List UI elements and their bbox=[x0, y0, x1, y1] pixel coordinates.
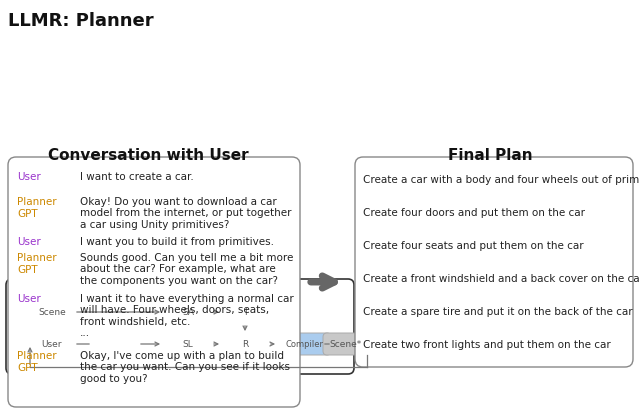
FancyBboxPatch shape bbox=[166, 301, 210, 323]
Text: LLMR: Planner: LLMR: Planner bbox=[8, 12, 154, 30]
Text: Create four doors and put them on the car: Create four doors and put them on the ca… bbox=[363, 207, 585, 218]
Text: front windshield, etc.: front windshield, etc. bbox=[80, 316, 190, 326]
FancyBboxPatch shape bbox=[223, 333, 267, 355]
Text: I want it to have everything a normal car: I want it to have everything a normal ca… bbox=[80, 293, 294, 303]
Text: will have. Four wheels, doors, seats,: will have. Four wheels, doors, seats, bbox=[80, 305, 269, 315]
Text: P: P bbox=[111, 339, 118, 349]
Text: good to you?: good to you? bbox=[80, 373, 148, 383]
FancyBboxPatch shape bbox=[279, 333, 331, 355]
Text: Create four seats and put them on the car: Create four seats and put them on the ca… bbox=[363, 240, 584, 250]
Text: Create a spare tire and put it on the back of the car: Create a spare tire and put it on the ba… bbox=[363, 306, 632, 316]
Text: Planner
GPT: Planner GPT bbox=[17, 350, 56, 372]
Text: ...: ... bbox=[80, 328, 90, 338]
Text: I: I bbox=[244, 308, 246, 317]
Text: Planner
GPT: Planner GPT bbox=[17, 252, 56, 274]
FancyBboxPatch shape bbox=[166, 333, 210, 355]
FancyBboxPatch shape bbox=[30, 333, 74, 355]
Text: Create a front windshield and a back cover on the car: Create a front windshield and a back cov… bbox=[363, 273, 640, 283]
Text: about the car? For example, what are: about the car? For example, what are bbox=[80, 264, 276, 274]
Text: the car you want. Can you see if it looks: the car you want. Can you see if it look… bbox=[80, 362, 290, 372]
Text: I want to create a car.: I want to create a car. bbox=[80, 171, 194, 182]
Text: Okay, I've come up with a plan to build: Okay, I've come up with a plan to build bbox=[80, 350, 284, 360]
Text: Okay! Do you want to download a car: Okay! Do you want to download a car bbox=[80, 197, 276, 206]
Text: a car using Unity primitives?: a car using Unity primitives? bbox=[80, 219, 229, 230]
Text: R: R bbox=[242, 339, 248, 349]
FancyBboxPatch shape bbox=[223, 301, 267, 323]
Text: User: User bbox=[17, 236, 41, 247]
Text: Conversation with User: Conversation with User bbox=[48, 147, 248, 163]
Text: Compiler: Compiler bbox=[286, 339, 324, 349]
Text: Planner
GPT: Planner GPT bbox=[17, 197, 56, 218]
FancyBboxPatch shape bbox=[8, 158, 300, 407]
FancyBboxPatch shape bbox=[323, 333, 367, 355]
Text: Final Plan: Final Plan bbox=[448, 147, 532, 163]
Text: SL: SL bbox=[182, 339, 193, 349]
Text: Scene*: Scene* bbox=[329, 339, 361, 349]
FancyBboxPatch shape bbox=[355, 158, 633, 367]
Text: Create a car with a body and four wheels out of primitives: Create a car with a body and four wheels… bbox=[363, 175, 640, 185]
Text: model from the internet, or put together: model from the internet, or put together bbox=[80, 208, 291, 218]
Text: User: User bbox=[17, 171, 41, 182]
Text: I want you to build it from primitives.: I want you to build it from primitives. bbox=[80, 236, 274, 247]
Text: Create two front lights and put them on the car: Create two front lights and put them on … bbox=[363, 339, 611, 349]
Text: Sounds good. Can you tell me a bit more: Sounds good. Can you tell me a bit more bbox=[80, 252, 293, 262]
Text: User: User bbox=[17, 293, 41, 303]
Text: Scene: Scene bbox=[38, 308, 66, 317]
Text: User: User bbox=[42, 339, 62, 349]
FancyBboxPatch shape bbox=[93, 333, 137, 355]
FancyBboxPatch shape bbox=[6, 279, 354, 374]
Text: SA: SA bbox=[182, 308, 194, 317]
FancyBboxPatch shape bbox=[30, 301, 74, 323]
Text: the components you want on the car?: the components you want on the car? bbox=[80, 275, 278, 285]
